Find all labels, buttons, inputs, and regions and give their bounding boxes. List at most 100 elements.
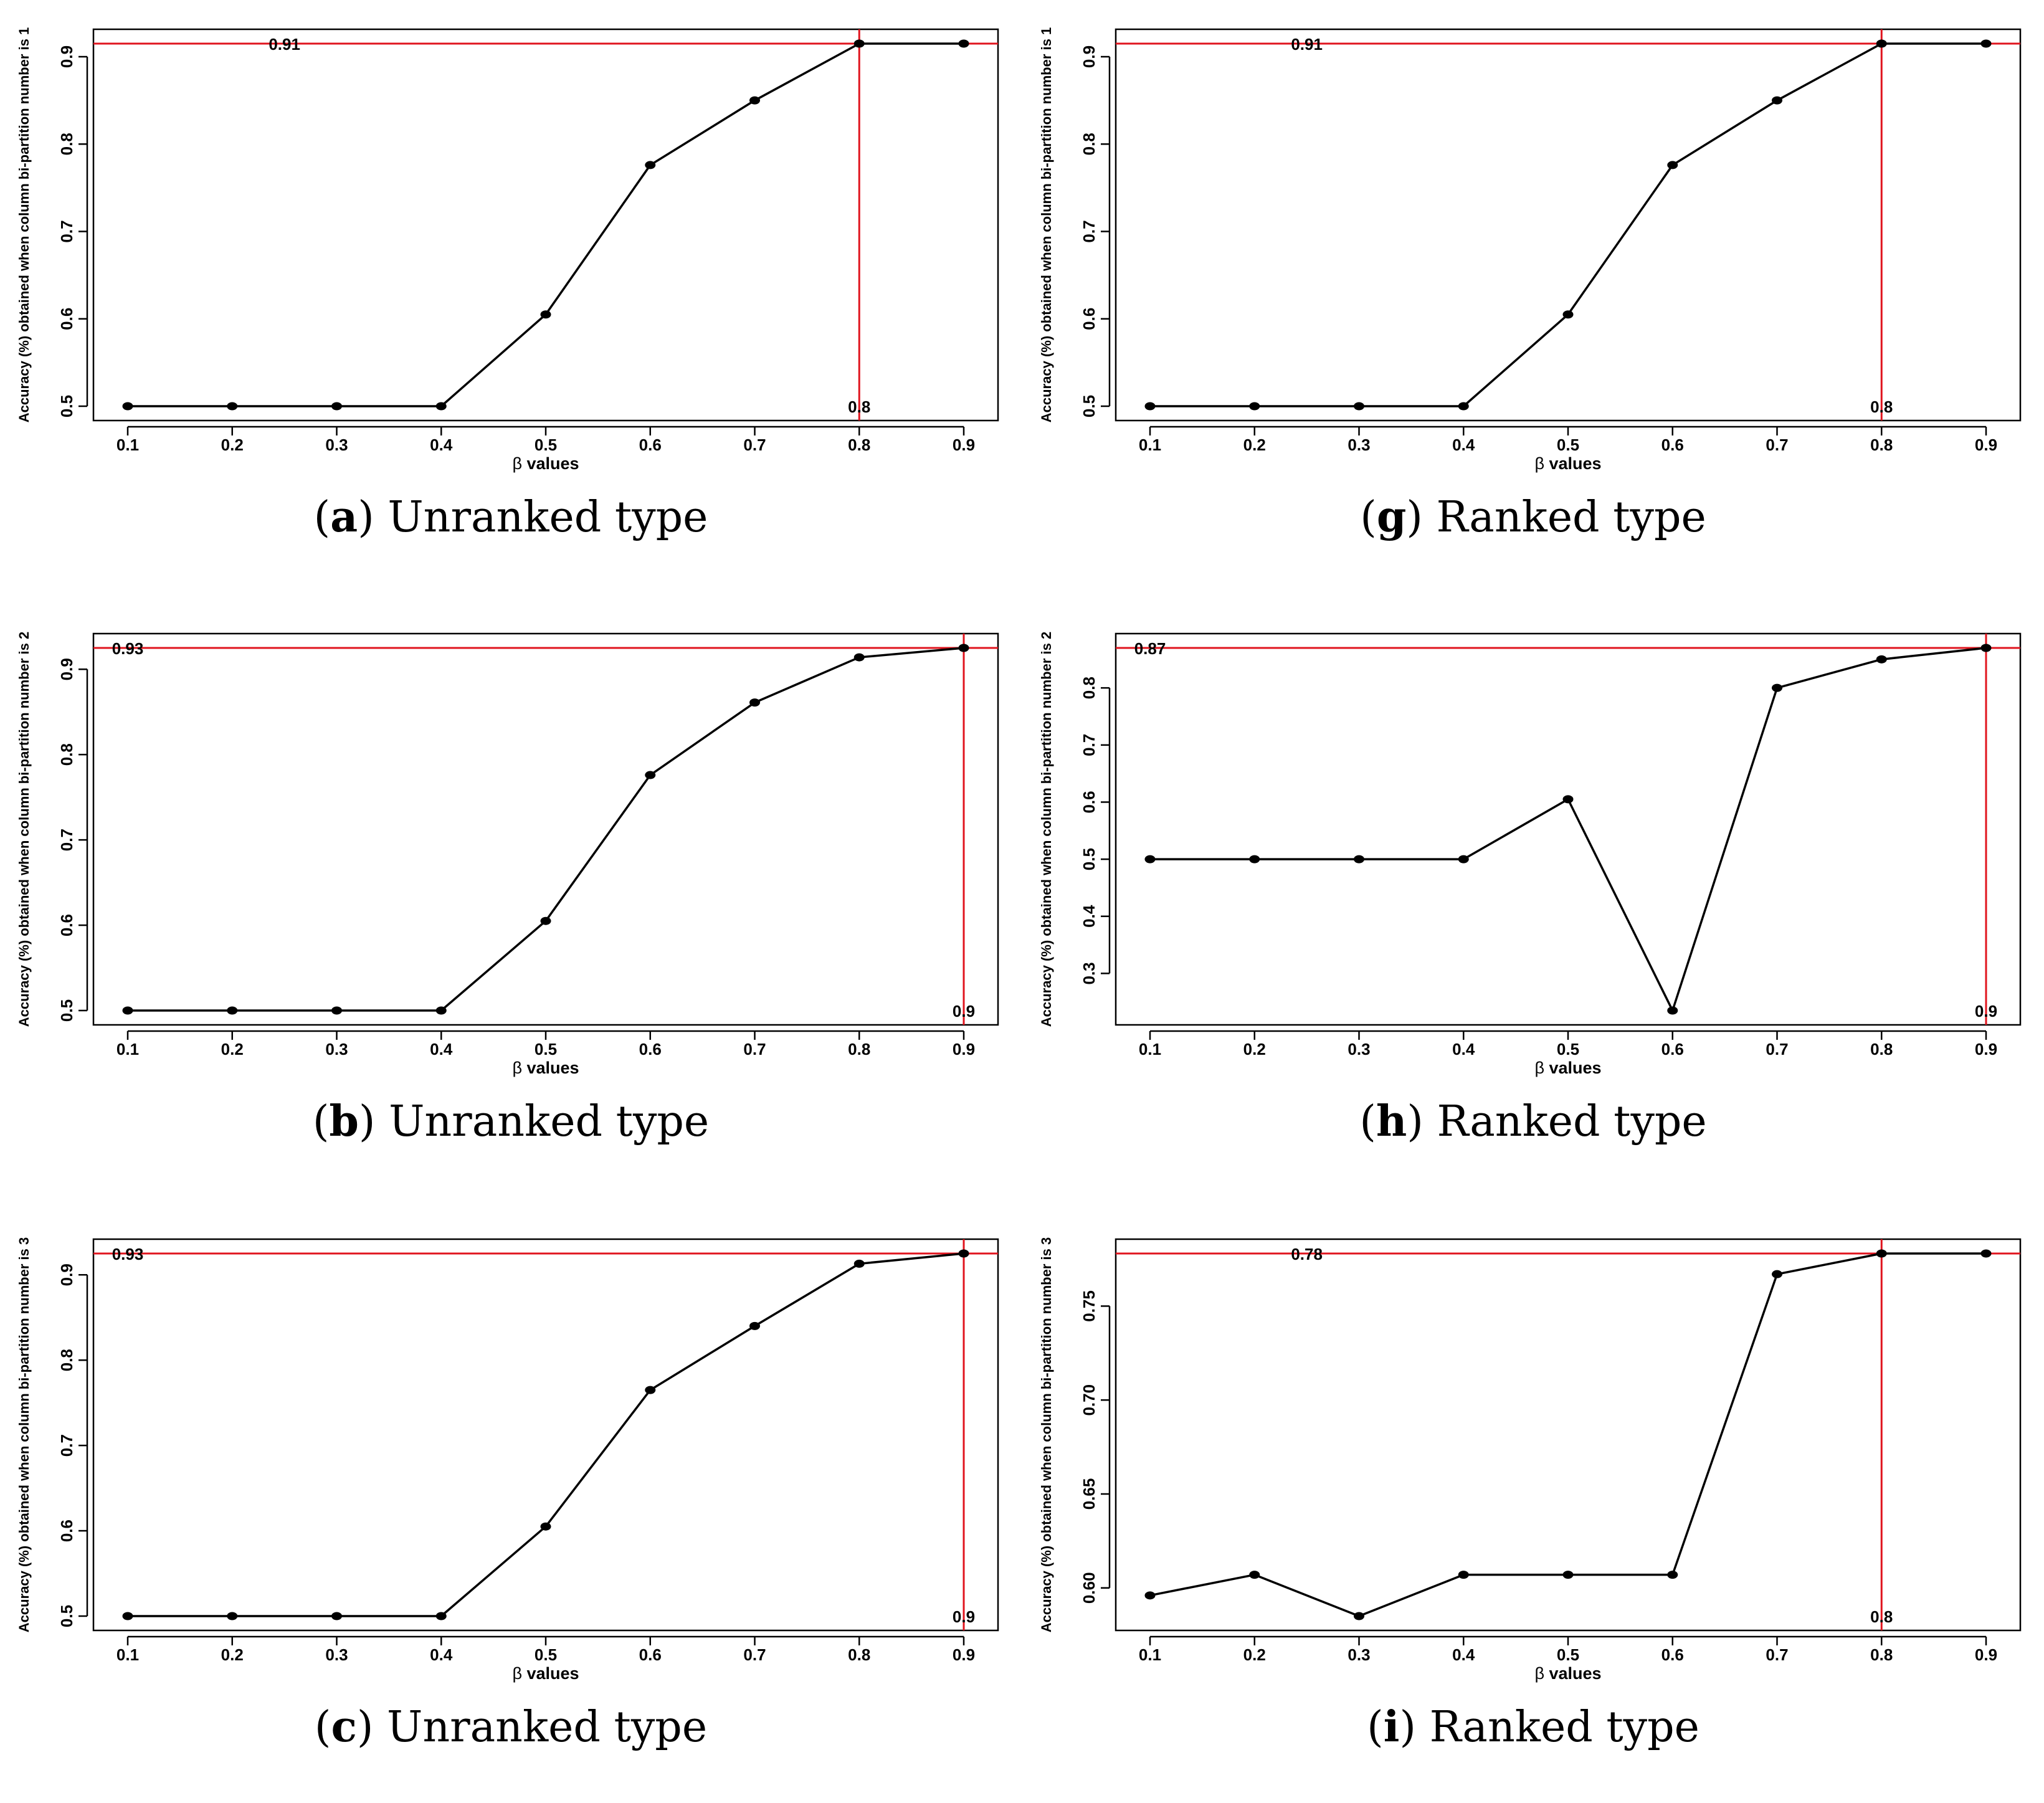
x-tick-label: 0.2: [221, 1645, 244, 1664]
x-tick-label: 0.2: [1243, 1645, 1266, 1664]
data-point: [331, 1612, 342, 1620]
x-tick-label: 0.6: [1661, 1645, 1684, 1664]
chart-panel: 0.1 0.2 0.3 0.4 0.5 0.6 0.7 0.8 0.9 0.5 0.6 0.7 0.8 0…: [0, 1210, 1022, 1803]
data-point: [749, 1321, 760, 1330]
y-tick-label: 0.7: [57, 1434, 76, 1457]
y-tick-label: 0.5: [57, 999, 76, 1022]
y-tick-label: 0.60: [1080, 1572, 1098, 1604]
data-point: [1144, 855, 1156, 863]
x-tick-label: 0.4: [1452, 1040, 1475, 1058]
plot-frame: [92, 1238, 999, 1632]
x-tick-label: 0.8: [1870, 1040, 1893, 1058]
x-axis-title-text: values: [1549, 1058, 1601, 1077]
x-tick-label: 0.8: [848, 435, 870, 454]
hline-label: 0.91: [269, 35, 300, 54]
x-tick-label: 0.6: [639, 1040, 662, 1058]
data-point: [853, 653, 865, 662]
y-tick-label: 0.6: [1080, 308, 1098, 330]
x-tick-label: 0.3: [325, 435, 348, 454]
data-point: [1562, 310, 1574, 319]
y-axis-title: Accuracy (%) obtained when column bi-par…: [1039, 1237, 1054, 1632]
x-tick-label: 0.7: [743, 1040, 766, 1058]
beta-symbol: β: [1534, 1058, 1549, 1077]
caption-letter: b: [329, 1097, 359, 1146]
data-point: [540, 310, 551, 319]
x-tick-label: 0.8: [848, 1645, 870, 1664]
y-tick-label: 0.8: [57, 133, 76, 155]
x-axis-title: β values: [1534, 454, 1601, 473]
data-point: [1980, 1249, 1992, 1258]
y-axis-title: Accuracy (%) obtained when column bi-par…: [16, 1237, 32, 1632]
data-point: [749, 698, 760, 707]
data-point: [1249, 402, 1260, 411]
y-tick-label: 0.7: [1080, 220, 1098, 242]
x-axis-title-text: values: [1549, 454, 1601, 473]
y-tick-label: 0.5: [57, 1605, 76, 1627]
data-point: [1772, 683, 1782, 692]
x-tick-label: 0.6: [639, 1645, 662, 1664]
data-point: [1980, 39, 1992, 48]
data-point: [435, 1006, 447, 1015]
y-tick-label: 0.70: [1080, 1384, 1098, 1416]
data-point: [853, 1259, 865, 1268]
caption-letter: i: [1383, 1702, 1400, 1752]
x-tick-label: 0.7: [1766, 435, 1788, 454]
data-point: [1458, 1571, 1469, 1579]
y-tick-label: 0.5: [1080, 848, 1098, 870]
beta-symbol: β: [512, 454, 526, 473]
x-tick-label: 0.8: [1870, 435, 1893, 454]
x-tick-label: 0.4: [430, 1040, 453, 1058]
y-tick-label: 0.7: [57, 829, 76, 851]
hline-label: 0.87: [1134, 639, 1166, 658]
x-tick-label: 0.9: [1975, 1645, 1997, 1664]
x-tick-label: 0.9: [953, 435, 975, 454]
x-tick-label: 0.2: [221, 1040, 244, 1058]
data-point: [435, 402, 447, 411]
data-point: [1876, 1249, 1887, 1258]
y-tick-label: 0.8: [1080, 677, 1098, 699]
y-tick-label: 0.9: [57, 45, 76, 68]
panel-caption: (a) Unranked type: [313, 492, 708, 542]
y-tick-label: 0.7: [57, 220, 76, 242]
data-point: [1876, 655, 1887, 664]
series-line: [128, 647, 964, 1012]
series-line: [128, 42, 964, 407]
y-tick-label: 0.5: [1080, 395, 1098, 417]
data-point: [958, 644, 969, 652]
x-axis-title-text: values: [526, 1664, 579, 1683]
x-axis-title-text: values: [1549, 1664, 1601, 1683]
y-tick-label: 0.3: [1080, 962, 1098, 984]
x-tick-label: 0.3: [325, 1645, 348, 1664]
chart-panel: 0.1 0.2 0.3 0.4 0.5 0.6 0.7 0.8 0.9 0.3 0.4 0.5 0.6 0…: [1022, 604, 2044, 1197]
x-tick-label: 0.6: [1661, 435, 1684, 454]
chart-panel: 0.1 0.2 0.3 0.4 0.5 0.6 0.7 0.8 0.9 0.5 0.6 0.7 0.8 0…: [0, 0, 1022, 593]
x-tick-label: 0.1: [116, 1645, 139, 1664]
x-tick-label: 0.5: [535, 1645, 557, 1664]
data-point: [1562, 795, 1574, 804]
data-point: [1144, 402, 1156, 411]
plot-frame: [92, 28, 999, 422]
chart-panel: 0.1 0.2 0.3 0.4 0.5 0.6 0.7 0.8 0.9 0.5 0.6 0.7 0.8 0…: [1022, 0, 2044, 593]
vline-label: 0.8: [848, 397, 870, 416]
y-tick-label: 0.5: [57, 395, 76, 417]
x-axis-title: β values: [1534, 1664, 1601, 1683]
chart-panel: 0.1 0.2 0.3 0.4 0.5 0.6 0.7 0.8 0.9 0.5 0.6 0.7 0.8 0…: [0, 604, 1022, 1197]
chart-svg: 0.1 0.2 0.3 0.4 0.5 0.6 0.7 0.8 0.9 0.5 0.6 0.7 0.8 0…: [16, 632, 999, 1077]
panel-caption: (g) Ranked type: [1360, 492, 1706, 542]
y-axis-title: Accuracy (%) obtained when column bi-par…: [1039, 27, 1054, 422]
x-tick-label: 0.1: [116, 1040, 139, 1058]
data-point: [540, 916, 551, 925]
plot-frame: [92, 632, 999, 1026]
caption-text: Unranked type: [389, 1097, 710, 1146]
caption-letter: g: [1376, 492, 1407, 542]
data-point: [1772, 96, 1782, 105]
x-tick-label: 0.6: [1661, 1040, 1684, 1058]
y-tick-label: 0.8: [1080, 133, 1098, 155]
x-tick-label: 0.6: [639, 435, 662, 454]
x-tick-label: 0.4: [1452, 435, 1475, 454]
chart-svg: 0.1 0.2 0.3 0.4 0.5 0.6 0.7 0.8 0.9 0.3 0.4 0.5 0.6 0…: [1039, 632, 2022, 1077]
caption-text: Unranked type: [387, 493, 708, 542]
series-line: [1150, 647, 1987, 1012]
y-tick-label: 0.6: [1080, 791, 1098, 813]
